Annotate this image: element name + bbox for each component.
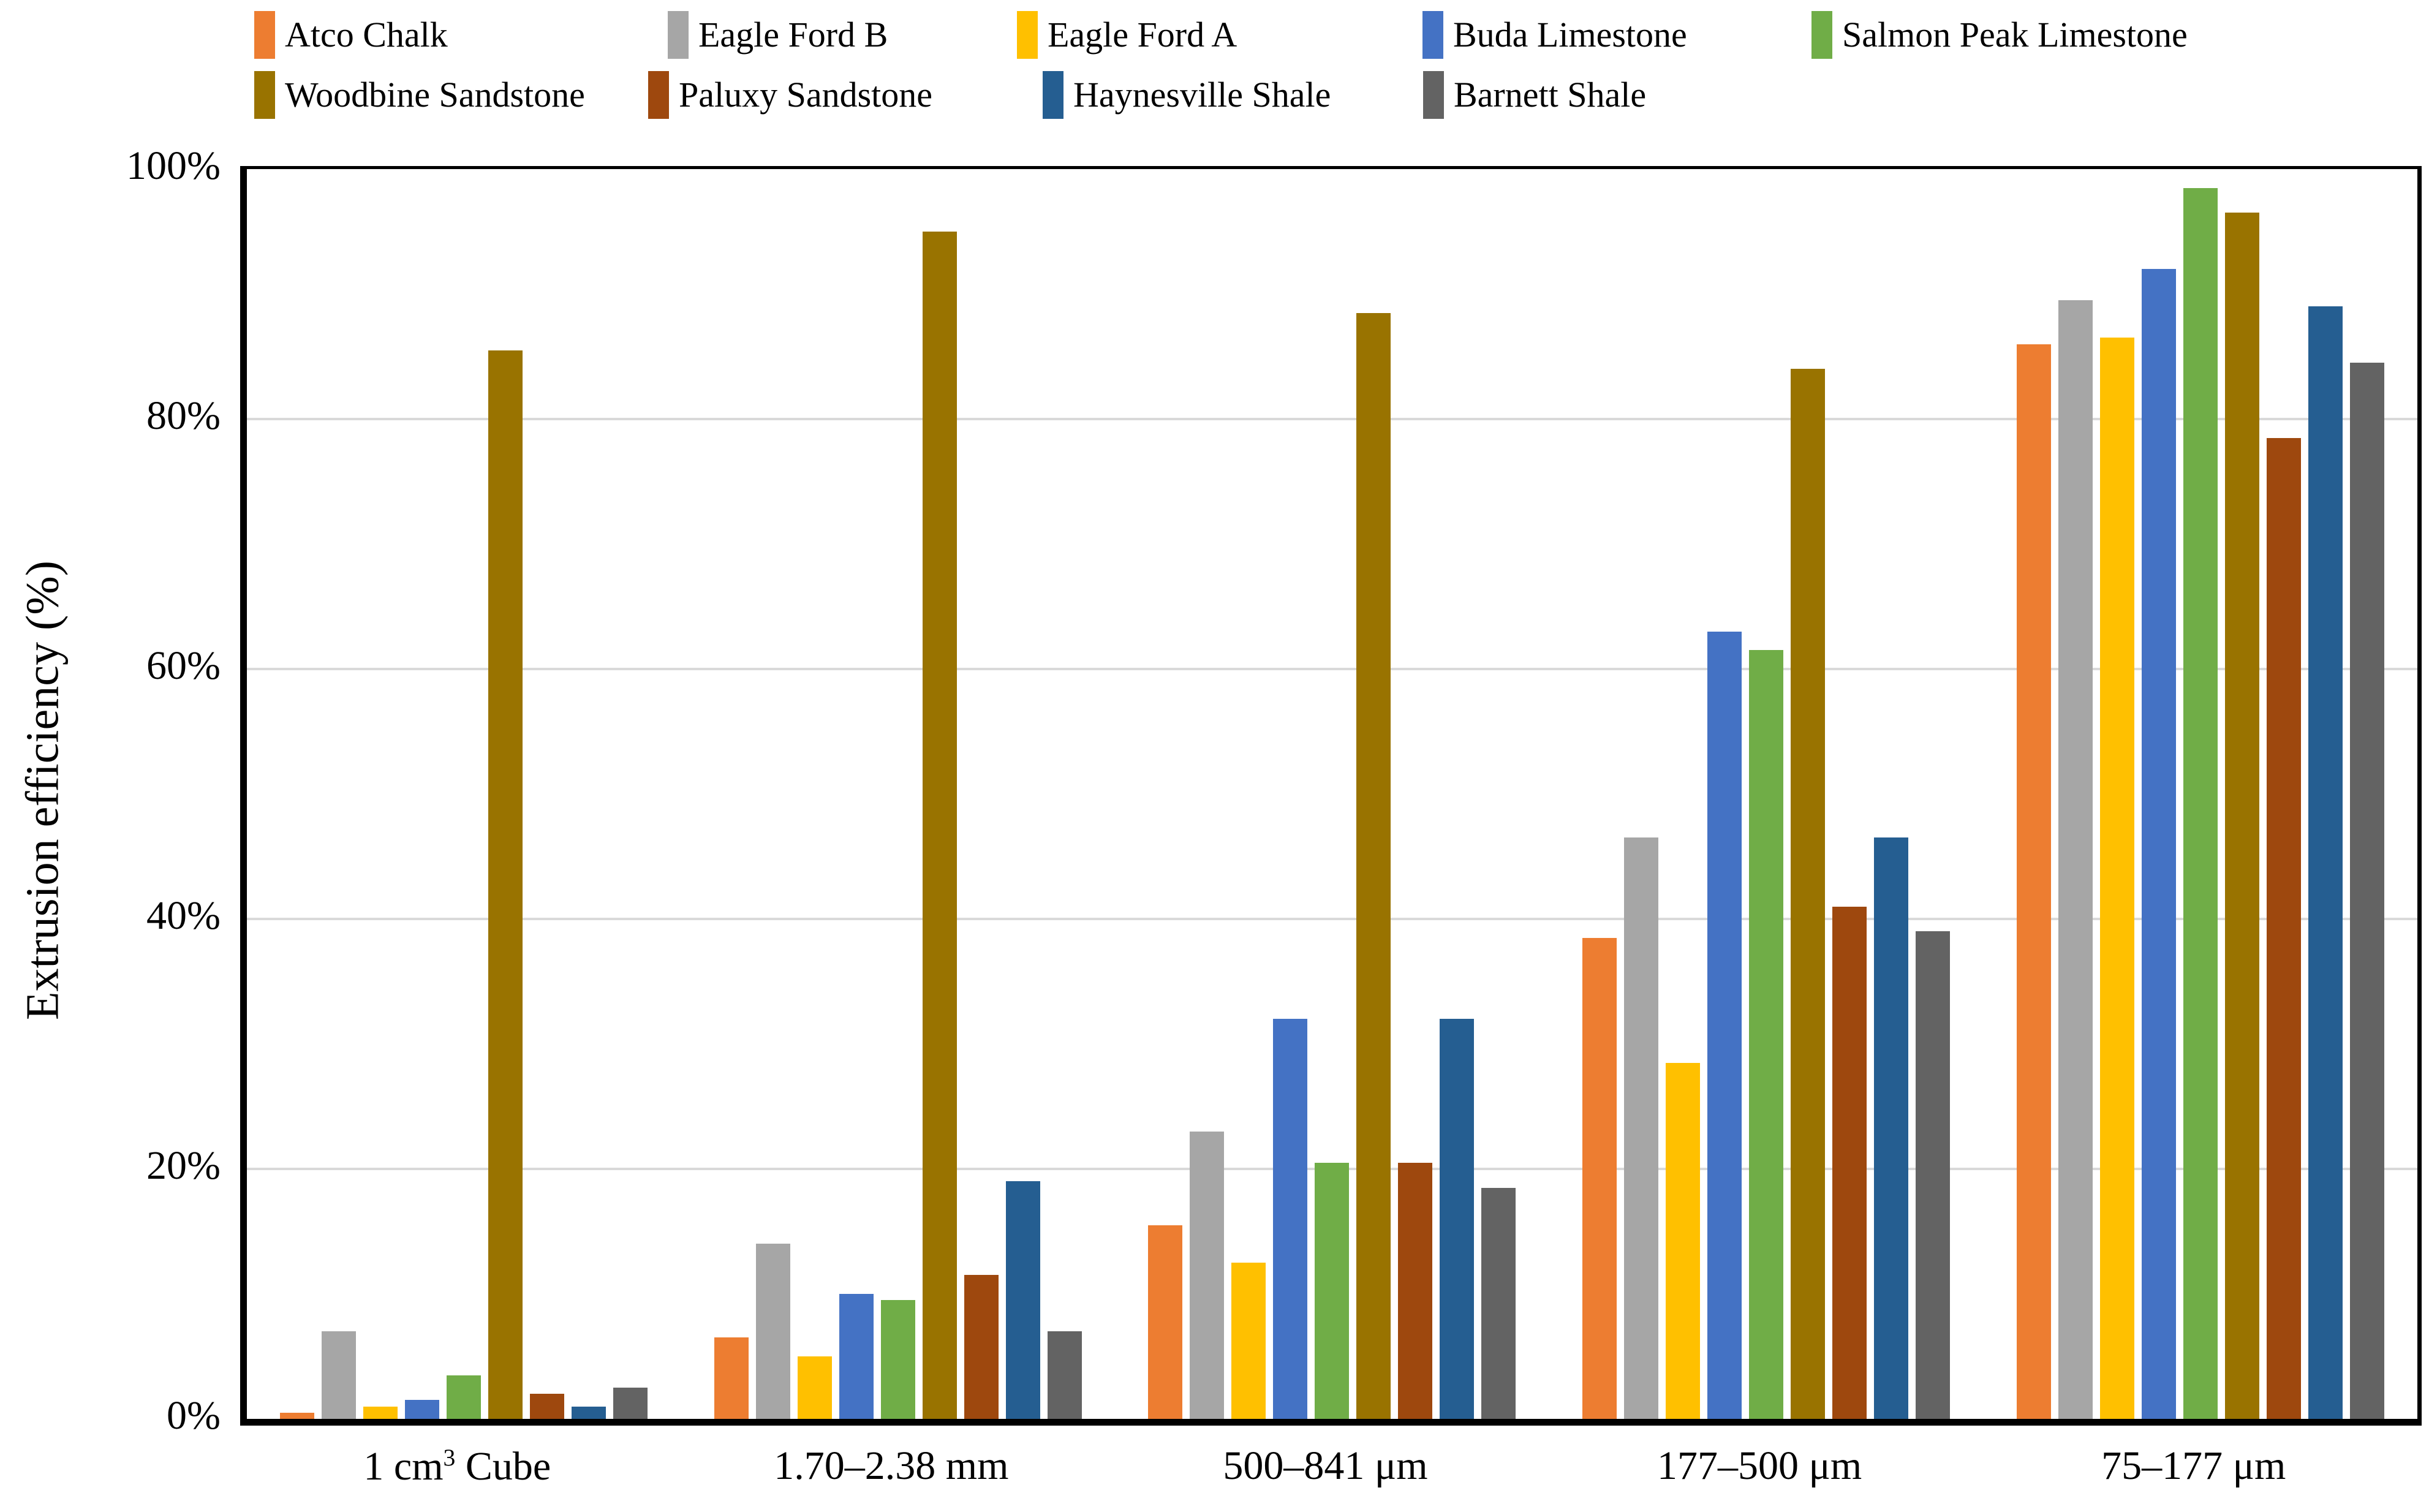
- bar-haynesville-shale-1: [572, 1406, 606, 1419]
- bar-barnett-shale-3: [1481, 1187, 1516, 1419]
- y-tick-20pct: 20%: [146, 1143, 221, 1188]
- bar-barnett-shale-2: [1047, 1331, 1082, 1419]
- gridline-40pct: [247, 918, 2417, 920]
- legend-swatch-icon: [1422, 11, 1443, 59]
- legend-label: Eagle Ford B: [698, 15, 888, 55]
- legend-swatch-icon: [1017, 11, 1038, 59]
- bar-eagle-ford-b-3: [1190, 1131, 1225, 1419]
- bar-eagle-ford-b-2: [755, 1244, 790, 1419]
- bar-atco-chalk-4: [1582, 937, 1617, 1419]
- legend-label: Paluxy Sandstone: [679, 75, 933, 115]
- bar-barnett-shale-5: [2349, 363, 2384, 1419]
- legend-item-barnett-shale: Barnett Shale: [1423, 69, 1646, 121]
- legend-label: Buda Limestone: [1453, 15, 1687, 55]
- legend-label: Atco Chalk: [285, 15, 448, 55]
- x-tick-5: 75–177 μm: [2101, 1443, 2286, 1488]
- bar-group-4: [1549, 169, 1984, 1419]
- legend-swatch-icon: [1043, 71, 1063, 119]
- bar-paluxy-sandstone-5: [2266, 437, 2301, 1419]
- bar-atco-chalk-5: [2016, 344, 2051, 1419]
- bar-eagle-ford-a-2: [797, 1356, 832, 1419]
- bar-paluxy-sandstone-2: [964, 1275, 999, 1419]
- legend-item-salmon-peak-limestone: Salmon Peak Limestone: [1811, 9, 2188, 61]
- bar-haynesville-shale-5: [2308, 306, 2343, 1419]
- bar-woodbine-sandstone-4: [1791, 369, 1826, 1419]
- bar-barnett-shale-1: [613, 1388, 648, 1419]
- bar-eagle-ford-b-1: [322, 1331, 357, 1419]
- bar-group-5: [1983, 169, 2417, 1419]
- legend-item-haynesville-shale: Haynesville Shale: [1043, 69, 1331, 121]
- legend-swatch-icon: [668, 11, 689, 59]
- gridline-60pct: [247, 668, 2417, 670]
- y-tick-100pct: 100%: [126, 143, 221, 188]
- bar-salmon-peak-limestone-5: [2183, 187, 2218, 1419]
- bar-paluxy-sandstone-3: [1398, 1162, 1433, 1419]
- legend-swatch-icon: [1811, 11, 1832, 59]
- bar-atco-chalk-2: [714, 1337, 749, 1419]
- y-tick-80pct: 80%: [146, 393, 221, 438]
- x-tick-1: 1 cm3 Cube: [363, 1444, 551, 1489]
- bar-buda-limestone-3: [1273, 1019, 1308, 1419]
- bar-haynesville-shale-3: [1440, 1019, 1475, 1419]
- superscript-3: 3: [443, 1444, 456, 1471]
- x-tick-2: 1.70–2.38 mm: [774, 1443, 1009, 1488]
- legend-swatch-icon: [254, 11, 275, 59]
- bar-salmon-peak-limestone-2: [880, 1300, 915, 1419]
- legend-label: Eagle Ford A: [1048, 15, 1237, 55]
- bar-eagle-ford-a-1: [363, 1406, 398, 1419]
- legend-item-eagle-ford-b: Eagle Ford B: [668, 9, 888, 61]
- legend-label: Salmon Peak Limestone: [1842, 15, 2188, 55]
- legend-label: Haynesville Shale: [1073, 75, 1331, 115]
- y-tick-0pct: 0%: [167, 1393, 221, 1438]
- bar-haynesville-shale-4: [1874, 837, 1909, 1419]
- bar-haynesville-shale-2: [1005, 1181, 1040, 1419]
- bar-woodbine-sandstone-1: [488, 350, 523, 1419]
- bar-salmon-peak-limestone-1: [447, 1375, 482, 1419]
- legend-swatch-icon: [254, 71, 275, 119]
- legend-label: Woodbine Sandstone: [285, 75, 585, 115]
- y-axis-title: Extrusion efficiency (%): [17, 561, 69, 1020]
- legend-item-woodbine-sandstone: Woodbine Sandstone: [254, 69, 585, 121]
- legend-swatch-icon: [1423, 71, 1444, 119]
- bar-atco-chalk-1: [280, 1412, 315, 1419]
- legend-label: Barnett Shale: [1454, 75, 1647, 115]
- bar-buda-limestone-1: [405, 1400, 440, 1419]
- bar-eagle-ford-a-4: [1666, 1062, 1701, 1419]
- bar-salmon-peak-limestone-3: [1315, 1162, 1350, 1419]
- x-tick-3: 500–841 μm: [1223, 1443, 1428, 1488]
- legend-item-atco-chalk: Atco Chalk: [254, 9, 448, 61]
- bar-paluxy-sandstone-4: [1832, 906, 1867, 1419]
- bar-barnett-shale-4: [1916, 931, 1951, 1419]
- bar-eagle-ford-a-3: [1231, 1263, 1266, 1419]
- legend-item-buda-limestone: Buda Limestone: [1422, 9, 1687, 61]
- chart-legend: Atco Chalk Eagle Ford B Eagle Ford A Buda L…: [0, 0, 2429, 135]
- bar-buda-limestone-2: [839, 1294, 874, 1419]
- bar-woodbine-sandstone-2: [922, 232, 957, 1419]
- bar-buda-limestone-5: [2141, 269, 2176, 1419]
- legend-item-paluxy-sandstone: Paluxy Sandstone: [648, 69, 932, 121]
- x-tick-4: 177–500 μm: [1656, 1443, 1862, 1488]
- bar-atco-chalk-3: [1148, 1225, 1183, 1419]
- bar-eagle-ford-a-5: [2099, 338, 2134, 1419]
- bar-group-1: [247, 169, 681, 1419]
- bar-salmon-peak-limestone-4: [1749, 650, 1784, 1419]
- bar-group-2: [681, 169, 1116, 1419]
- legend-item-eagle-ford-a: Eagle Ford A: [1017, 9, 1237, 61]
- bar-eagle-ford-b-5: [2058, 300, 2093, 1419]
- gridline-80pct: [247, 418, 2417, 420]
- bar-eagle-ford-b-4: [1624, 837, 1659, 1419]
- bar-woodbine-sandstone-3: [1356, 312, 1391, 1419]
- bar-buda-limestone-4: [1707, 631, 1742, 1419]
- y-tick-60pct: 60%: [146, 643, 221, 688]
- bar-woodbine-sandstone-5: [2224, 213, 2259, 1419]
- plot-area: [240, 166, 2422, 1426]
- y-tick-40pct: 40%: [146, 893, 221, 938]
- bar-paluxy-sandstone-1: [530, 1394, 565, 1419]
- bar-group-3: [1115, 169, 1549, 1419]
- legend-swatch-icon: [648, 71, 669, 119]
